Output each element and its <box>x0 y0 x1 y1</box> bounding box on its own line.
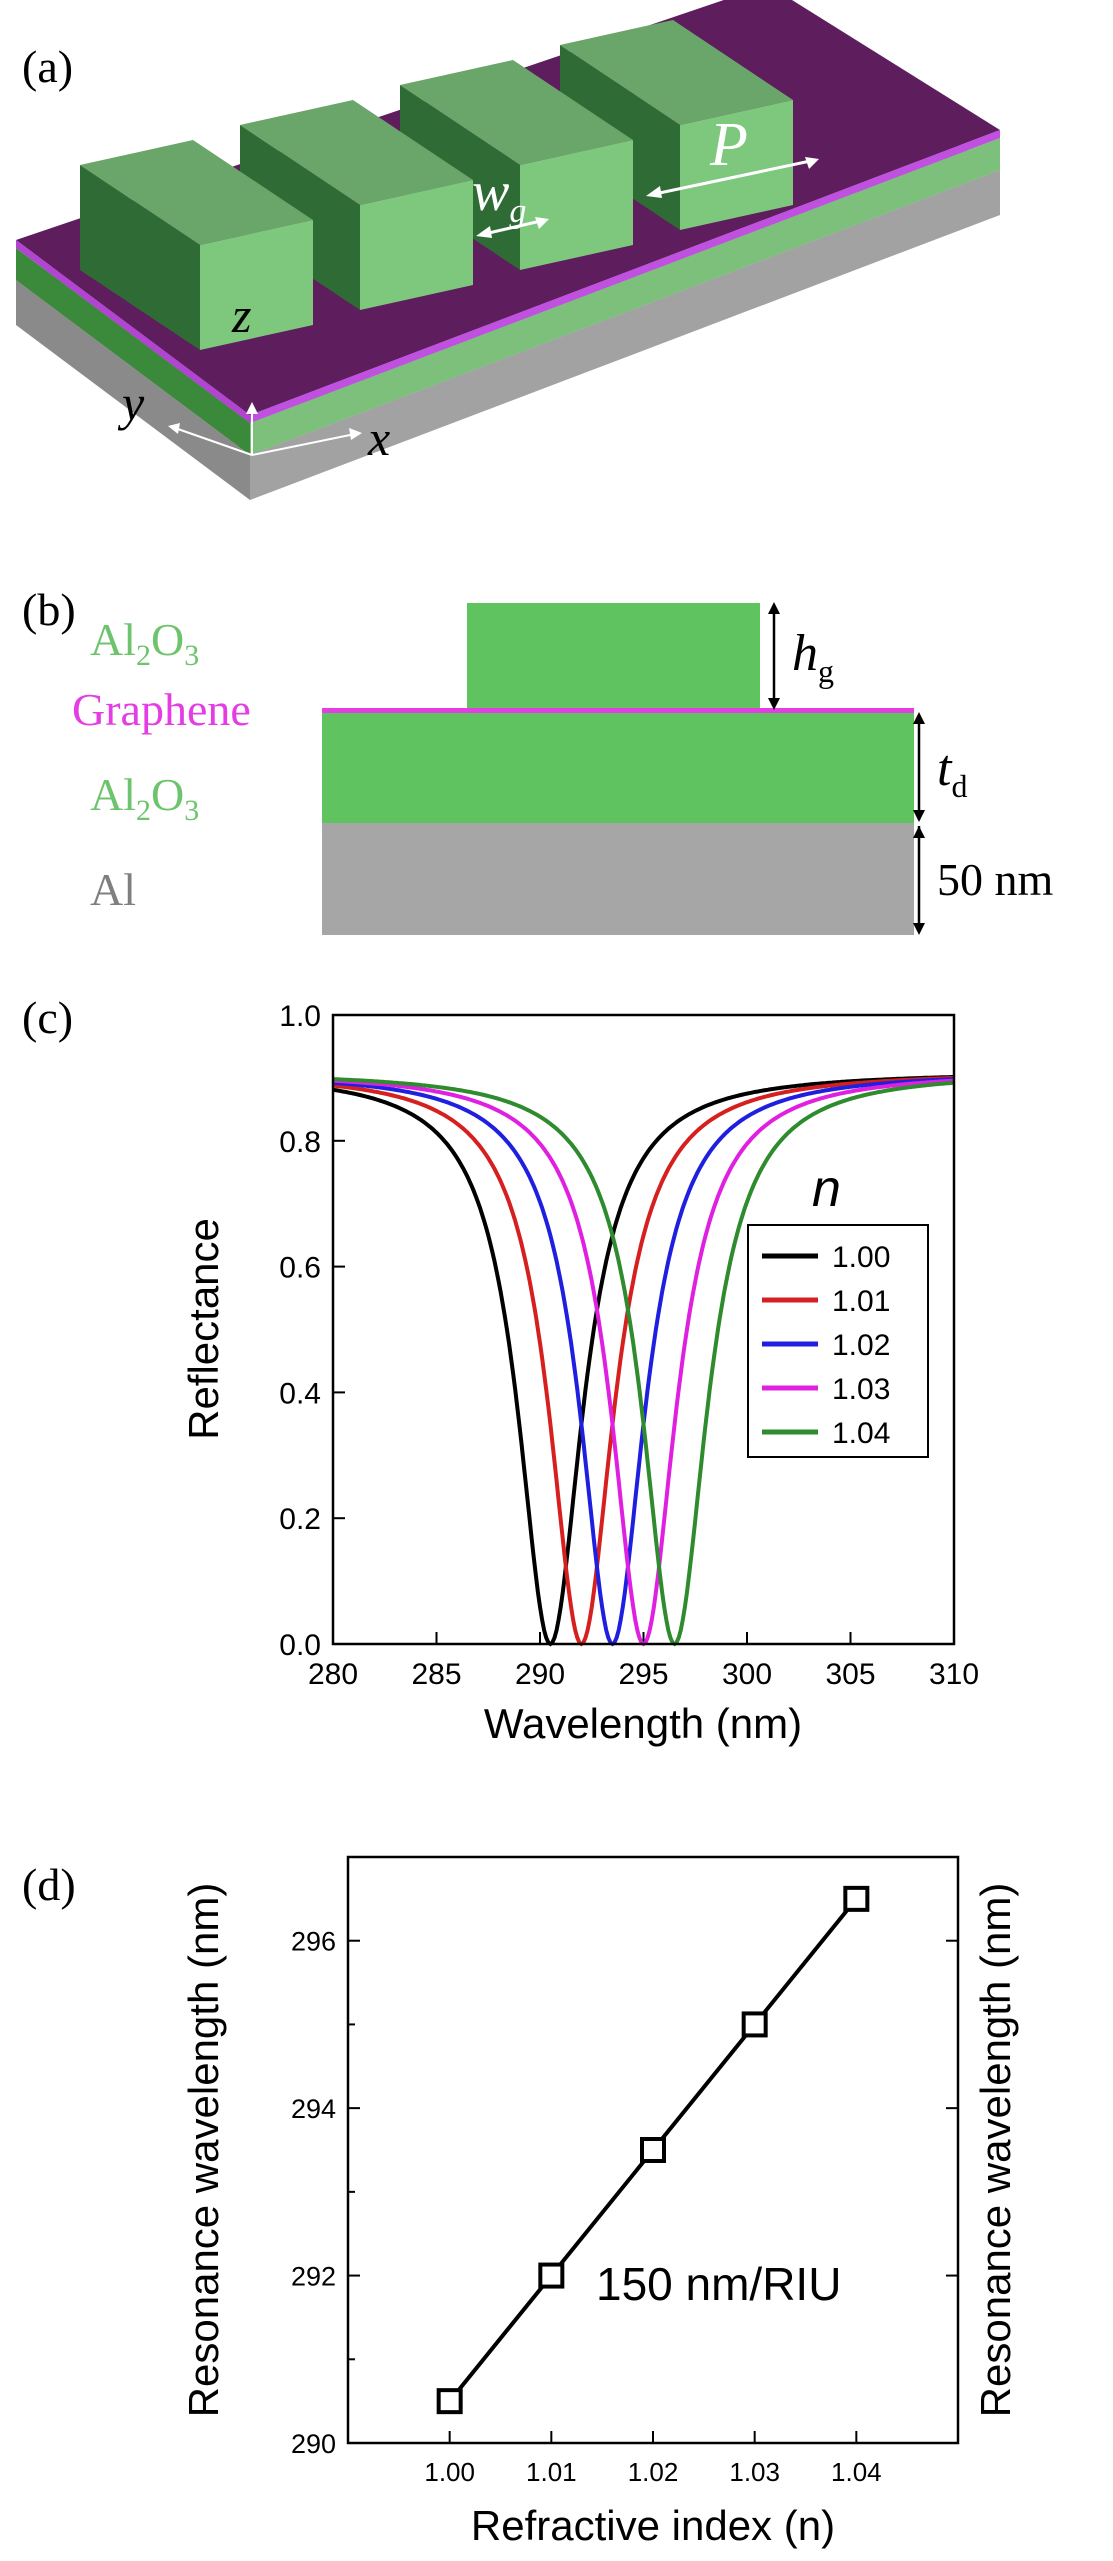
reflectance-y-tick-label: 1.0 <box>279 1000 321 1033</box>
sensitivity-y-tick-label: 290 <box>291 2429 336 2459</box>
reflectance-y-tick-label: 0.0 <box>279 1629 321 1662</box>
reflectance-curve-n-1.01 <box>332 1075 955 1647</box>
sensitivity-y-tick-label: 292 <box>291 2262 336 2292</box>
reflectance-y-tick-label: 0.4 <box>279 1377 321 1410</box>
graphene-layer <box>322 708 914 713</box>
panel-d: (d) 1.00 1.01 1.02 1.03 1.04 290 292 294 296 150… <box>22 1855 1019 2549</box>
reflectance-x-tick-label: 310 <box>929 1658 979 1691</box>
reflectance-x-axis-label: Wavelength (nm) <box>484 1700 802 1747</box>
panel-c: (c) 280 285 290 295 300 305 310 0.0 0.2 0.4 0.6 0.8… <box>22 992 979 1747</box>
sensitivity-x-axis-label: Refractive index (n) <box>471 2502 835 2549</box>
sensitivity-x-tick-label: 1.01 <box>526 2457 577 2487</box>
substrate-front <box>16 280 250 500</box>
sensitivity-y-tick-label: 294 <box>291 2094 336 2124</box>
reflectance-curves <box>332 1075 955 1647</box>
legend-box <box>747 1224 929 1458</box>
alumina-layer <box>322 712 914 823</box>
sensitivity-plot-frame <box>346 1855 960 2445</box>
sensitivity-data-point <box>538 2262 565 2289</box>
dimension-arrowheads <box>768 602 925 935</box>
reflectance-x-tick-label: 295 <box>618 1658 668 1691</box>
sensitivity-x-tick-label: 1.02 <box>628 2457 679 2487</box>
p-dimension-arrow <box>649 158 816 197</box>
hg-label: hg <box>792 625 834 689</box>
dimension-markers <box>772 608 921 930</box>
ridge-1 <box>80 140 313 350</box>
panel-b-label: (b) <box>22 584 76 635</box>
al-layer <box>322 823 914 935</box>
reflectance-x-tick-label: 280 <box>308 1658 358 1691</box>
sensitivity-right-axis-label: Resonance wavelength (nm) <box>972 1883 1019 2418</box>
sensitivity-data-point <box>741 2011 768 2038</box>
alumina-layer-side <box>250 138 1000 455</box>
axis-z-label: z <box>231 287 251 343</box>
legend-entry-1.02: 1.02 <box>832 1329 890 1362</box>
sensitivity-data-point <box>843 1885 870 1912</box>
sensitivity-data-point <box>436 2388 463 2415</box>
layer-label-top-alumina: Al2O3 <box>90 614 199 672</box>
graphene-edge-side <box>250 130 1000 423</box>
reflectance-tick-labels: 280 285 290 295 300 305 310 0.0 0.2 0.4 0.6 0.8 1.0 <box>279 1000 979 1691</box>
device-3d-illustration <box>16 0 1000 500</box>
sensitivity-series <box>436 1885 870 2415</box>
alumina-layer-front <box>16 248 250 455</box>
sensitivity-y-tick-label: 296 <box>291 1927 336 1957</box>
sensitivity-x-tick-label: 1.03 <box>729 2457 780 2487</box>
graphene-edge-front <box>16 240 250 423</box>
axis-x-label: x <box>367 410 390 466</box>
panel-a-label: (a) <box>22 41 73 92</box>
legend-entry-1.01: 1.01 <box>832 1285 890 1318</box>
wg-arrowhead-right <box>535 217 549 229</box>
sensitivity-x-tick-label: 1.04 <box>831 2457 882 2487</box>
td-label: td <box>937 740 967 804</box>
reflectance-curve-n-1.04 <box>332 1077 955 1647</box>
layer-label-al: Al <box>90 864 136 915</box>
reflectance-x-tick-label: 290 <box>515 1658 565 1691</box>
wg-arrowhead-left <box>476 226 492 238</box>
reflectance-y-tick-label: 0.8 <box>279 1126 321 1159</box>
p-arrowhead-left <box>646 186 662 198</box>
sensitivity-chart: 1.00 1.01 1.02 1.03 1.04 290 292 294 296 150 nm/… <box>180 1855 1019 2549</box>
p-label: P <box>709 111 748 179</box>
sensitivity-y-axis-label: Resonance wavelength (nm) <box>180 1883 227 2418</box>
p-arrowhead-right <box>805 157 819 169</box>
reflectance-y-axis-label: Reflectance <box>180 1218 227 1440</box>
panel-b: (b) hg td 50 nm Al2O3 Graphene Al2O3 Al <box>22 584 1054 935</box>
reflectance-y-tick-label: 0.6 <box>279 1252 321 1285</box>
reflectance-x-tick-label: 305 <box>825 1658 875 1691</box>
layer-label-graphene: Graphene <box>72 684 251 735</box>
reflectance-curve-n-1.00 <box>332 1075 954 1647</box>
substrate-side <box>250 170 1000 500</box>
sensitivity-ticks <box>348 1939 958 2444</box>
panel-d-label: (d) <box>22 1859 76 1910</box>
legend-entry-1.03: 1.03 <box>832 1373 890 1406</box>
wg-label: wg <box>472 161 526 230</box>
reflectance-chart: 280 285 290 295 300 305 3100.00.20.40.60.81.0 … <box>180 1000 979 1747</box>
legend-entry-1.00: 1.00 <box>832 1241 890 1274</box>
panel-c-label: (c) <box>22 992 73 1043</box>
layer-label-mid-alumina: Al2O3 <box>90 769 199 827</box>
reflectance-y-tick-label: 0.2 <box>279 1503 321 1536</box>
sensitivity-x-tick-label: 1.00 <box>424 2457 475 2487</box>
coordinate-axes: z y x <box>117 287 390 466</box>
legend-entry-1.04: 1.04 <box>832 1417 890 1450</box>
legend-title: n <box>812 1160 841 1218</box>
reflectance-x-tick-label: 300 <box>722 1658 772 1691</box>
panel-a: (a) <box>16 0 1000 500</box>
sensitivity-tick-labels: 1.00 1.01 1.02 1.03 1.04 290 292 294 296 <box>291 1927 882 2487</box>
al-thickness-label: 50 nm <box>937 854 1054 905</box>
reflectance-plot-frame <box>331 1013 956 1646</box>
axis-y-label: y <box>117 375 145 431</box>
reflectance-x-tick-label: 285 <box>411 1658 461 1691</box>
sensitivity-annotation: 150 nm/RIU <box>596 2258 841 2310</box>
reflectance-legend: n 1.00 1.01 1.02 1.03 1.04 <box>747 1160 929 1458</box>
sensitivity-data-point <box>640 2137 666 2163</box>
alumina-grating <box>467 603 760 708</box>
